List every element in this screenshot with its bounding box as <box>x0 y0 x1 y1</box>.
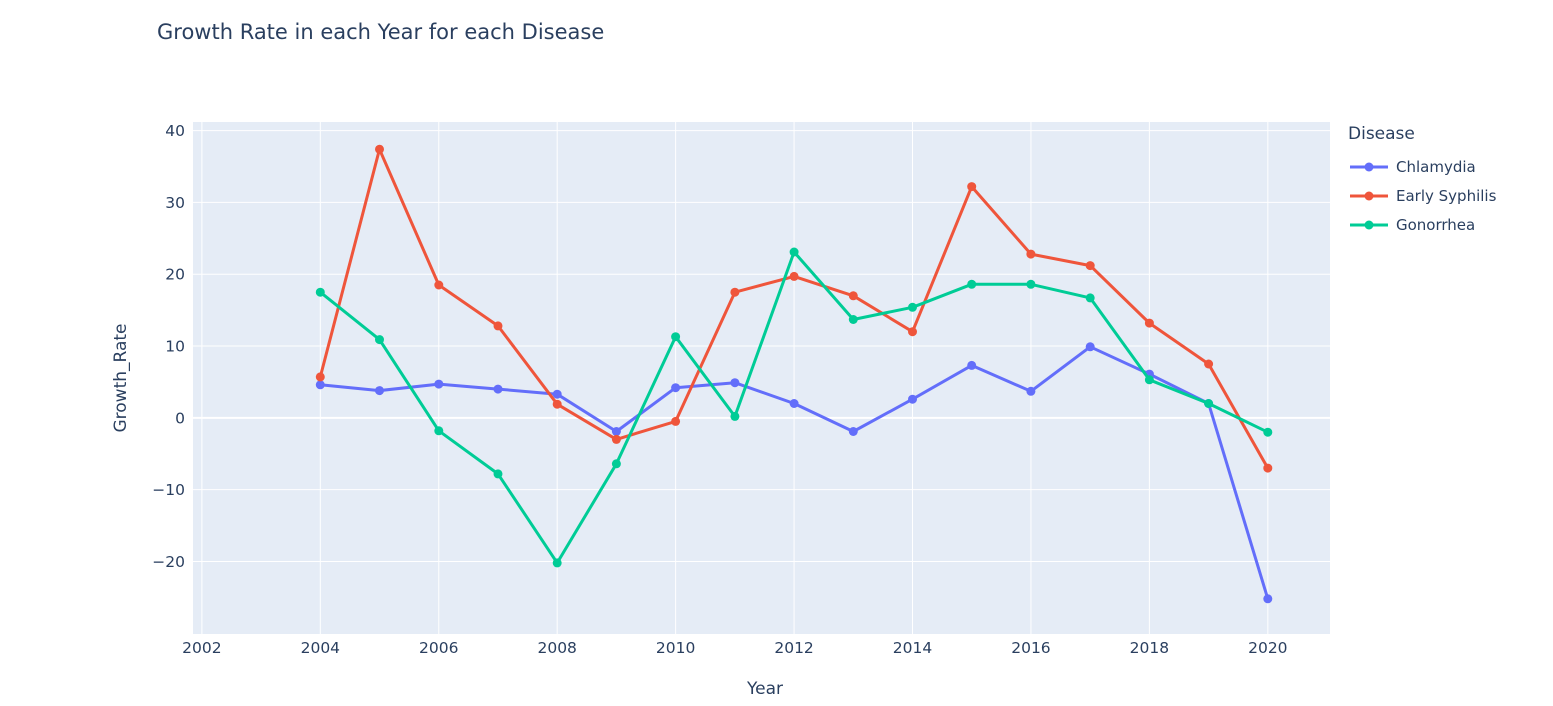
legend-item-gonorrhea[interactable]: Gonorrhea <box>1348 210 1496 239</box>
data-point-early-syphilis-2019[interactable] <box>1204 359 1214 369</box>
x-tick-label-2006: 2006 <box>419 639 458 657</box>
data-point-gonorrhea-2006[interactable] <box>434 426 444 436</box>
legend-label-early-syphilis: Early Syphilis <box>1396 186 1497 205</box>
data-point-chlamydia-2020[interactable] <box>1263 594 1273 604</box>
y-tick-label-20: 20 <box>165 266 185 284</box>
y-tick-label--10: −10 <box>152 481 185 499</box>
x-tick-label-2004: 2004 <box>301 639 340 657</box>
legend-marker-chlamydia <box>1350 162 1388 171</box>
x-axis-title: Year <box>747 679 783 699</box>
data-point-early-syphilis-2016[interactable] <box>1026 249 1036 259</box>
data-point-gonorrhea-2020[interactable] <box>1263 427 1273 437</box>
data-point-gonorrhea-2016[interactable] <box>1026 279 1036 289</box>
data-point-early-syphilis-2012[interactable] <box>789 271 799 281</box>
data-point-early-syphilis-2006[interactable] <box>434 280 444 290</box>
data-point-early-syphilis-2009[interactable] <box>611 434 621 444</box>
data-point-early-syphilis-2018[interactable] <box>1144 318 1154 328</box>
data-point-chlamydia-2004[interactable] <box>315 380 325 390</box>
x-tick-label-2012: 2012 <box>774 639 813 657</box>
x-tick-label-2014: 2014 <box>893 639 932 657</box>
data-point-gonorrhea-2004[interactable] <box>315 287 325 297</box>
data-point-early-syphilis-2013[interactable] <box>848 291 858 301</box>
y-tick-label--20: −20 <box>152 553 185 571</box>
data-point-early-syphilis-2010[interactable] <box>671 416 681 426</box>
data-point-gonorrhea-2018[interactable] <box>1144 375 1154 385</box>
data-point-gonorrhea-2011[interactable] <box>730 411 740 421</box>
data-point-gonorrhea-2012[interactable] <box>789 247 799 257</box>
data-point-early-syphilis-2007[interactable] <box>493 321 503 331</box>
x-tick-label-2002: 2002 <box>182 639 221 657</box>
data-point-gonorrhea-2007[interactable] <box>493 469 503 479</box>
data-point-gonorrhea-2010[interactable] <box>671 332 681 342</box>
legend-items: Chlamydia Early Syphilis Gonorrhea <box>1348 152 1496 239</box>
legend-label-gonorrhea: Gonorrhea <box>1396 215 1476 234</box>
legend-dot-icon <box>1364 162 1374 171</box>
data-point-gonorrhea-2015[interactable] <box>967 279 977 289</box>
data-point-gonorrhea-2013[interactable] <box>848 315 858 324</box>
data-point-early-syphilis-2011[interactable] <box>730 287 740 297</box>
data-point-gonorrhea-2017[interactable] <box>1085 293 1095 303</box>
data-point-gonorrhea-2008[interactable] <box>552 558 562 568</box>
data-point-early-syphilis-2004[interactable] <box>315 372 325 382</box>
data-point-gonorrhea-2005[interactable] <box>375 335 384 345</box>
data-point-chlamydia-2010[interactable] <box>671 383 681 393</box>
legend-marker-gonorrhea <box>1350 220 1388 229</box>
data-point-chlamydia-2007[interactable] <box>493 384 503 394</box>
data-point-chlamydia-2015[interactable] <box>967 360 977 370</box>
legend-title: Disease <box>1348 124 1415 144</box>
data-point-chlamydia-2012[interactable] <box>789 399 799 408</box>
data-point-chlamydia-2005[interactable] <box>375 386 384 396</box>
x-tick-label-2010: 2010 <box>656 639 695 657</box>
y-tick-label-10: 10 <box>165 337 185 355</box>
y-axis-title: Growth_Rate <box>111 323 131 433</box>
x-tick-label-2018: 2018 <box>1130 639 1169 657</box>
data-point-gonorrhea-2014[interactable] <box>908 302 917 312</box>
data-point-chlamydia-2013[interactable] <box>848 427 858 436</box>
x-tick-label-2008: 2008 <box>537 639 576 657</box>
legend-dot-icon <box>1364 191 1374 200</box>
y-tick-label-40: 40 <box>165 122 185 140</box>
data-point-early-syphilis-2017[interactable] <box>1085 261 1095 271</box>
data-point-early-syphilis-2014[interactable] <box>908 327 917 337</box>
data-point-early-syphilis-2005[interactable] <box>375 144 384 154</box>
data-point-early-syphilis-2015[interactable] <box>967 182 977 192</box>
legend-marker-early-syphilis <box>1350 191 1388 200</box>
data-point-early-syphilis-2008[interactable] <box>552 399 562 409</box>
x-tick-label-2020: 2020 <box>1248 639 1287 657</box>
data-point-chlamydia-2017[interactable] <box>1085 342 1095 352</box>
y-tick-label-0: 0 <box>175 409 185 427</box>
plot-area[interactable] <box>193 122 1330 634</box>
data-point-chlamydia-2014[interactable] <box>908 394 917 404</box>
legend-item-chlamydia[interactable]: Chlamydia <box>1348 152 1496 181</box>
legend-item-early-syphilis[interactable]: Early Syphilis <box>1348 181 1496 210</box>
data-point-chlamydia-2008[interactable] <box>552 389 562 399</box>
data-point-early-syphilis-2020[interactable] <box>1263 463 1273 473</box>
legend-label-chlamydia: Chlamydia <box>1396 157 1476 176</box>
x-tick-label-2016: 2016 <box>1011 639 1050 657</box>
data-point-chlamydia-2011[interactable] <box>730 378 740 388</box>
y-tick-label-30: 30 <box>165 194 185 212</box>
data-point-chlamydia-2009[interactable] <box>611 427 621 436</box>
data-point-gonorrhea-2009[interactable] <box>611 459 621 469</box>
data-point-chlamydia-2006[interactable] <box>434 379 444 389</box>
data-point-gonorrhea-2019[interactable] <box>1204 399 1214 408</box>
data-point-chlamydia-2016[interactable] <box>1026 386 1036 396</box>
legend-dot-icon <box>1364 220 1374 229</box>
legend: Disease Chlamydia Early Syphilis Gonorrhea <box>1348 124 1496 239</box>
chart-title: Growth Rate in each Year for each Diseas… <box>157 20 605 44</box>
